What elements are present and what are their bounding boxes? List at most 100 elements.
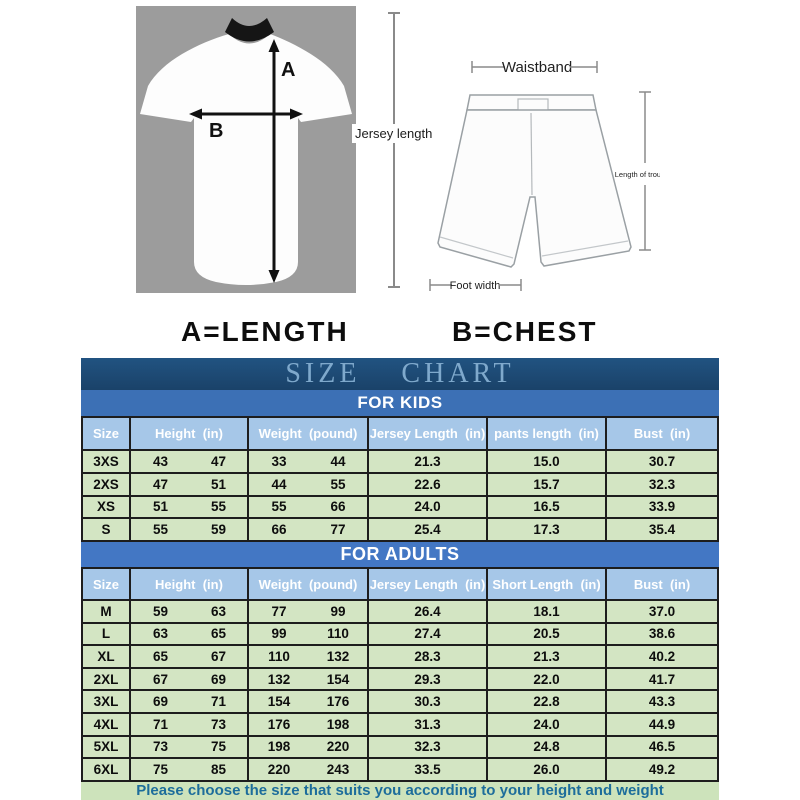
data-cell: 55 xyxy=(131,517,190,540)
size-cell: 2XS xyxy=(83,471,131,495)
size-cell: XS xyxy=(83,494,131,518)
data-cell: 69 xyxy=(190,666,249,690)
size-cell: M xyxy=(83,599,131,622)
footer-note: Please choose the size that suits you ac… xyxy=(136,782,664,800)
data-cell: 25.4 xyxy=(369,517,488,540)
size-cell: 5XL xyxy=(83,734,131,758)
header-cell: Size xyxy=(83,418,131,449)
data-cell: 85 xyxy=(190,757,249,780)
size-chart: SIZE CHART FOR KIDS Size Height (in) Weigh… xyxy=(81,358,719,800)
data-cell: 27.4 xyxy=(369,621,488,645)
data-cell: 31.3 xyxy=(369,711,488,735)
data-cell: 33.9 xyxy=(607,494,717,518)
data-cell: 55 xyxy=(249,494,309,518)
data-cell: 63 xyxy=(131,621,190,645)
data-cell: 71 xyxy=(131,711,190,735)
adults-size-table: Size Height (in) Weight (pound) Jersey Leng… xyxy=(81,567,719,782)
size-cell: XL xyxy=(83,644,131,667)
arrow-b-head-right xyxy=(290,108,303,120)
data-cell: 41.7 xyxy=(607,666,717,690)
data-cell: 15.0 xyxy=(488,449,607,472)
size-cell: S xyxy=(83,517,131,540)
shorts-hem-right xyxy=(541,240,629,257)
arrow-a-head-bottom xyxy=(268,270,280,283)
data-cell: 17.3 xyxy=(488,517,607,540)
header-cell: Short Length (in) xyxy=(488,569,607,599)
header-cell: Jersey Length (in) xyxy=(369,569,488,599)
waistband-label: Waistband xyxy=(502,59,572,76)
data-cell: 33 xyxy=(249,449,309,472)
data-cell: 32.3 xyxy=(607,471,717,495)
legend-b-chest: B=CHEST xyxy=(452,316,598,347)
data-cell: 75 xyxy=(131,757,190,780)
data-cell: 43.3 xyxy=(607,689,717,712)
data-cell: 20.5 xyxy=(488,621,607,645)
jersey-collar-shape xyxy=(225,18,274,42)
kids-size-table: Size Height (in) Weight (pound) Jersey Leng… xyxy=(81,416,719,542)
data-cell: 24.0 xyxy=(369,494,488,518)
arrow-a-label: A xyxy=(281,59,295,81)
header-cell: Bust (in) xyxy=(607,418,717,449)
data-cell: 22.6 xyxy=(369,471,488,495)
data-cell: 47 xyxy=(131,471,190,495)
data-cell: 55 xyxy=(309,471,369,495)
data-cell: 132 xyxy=(309,644,369,667)
data-cell: 28.3 xyxy=(369,644,488,667)
data-cell: 65 xyxy=(131,644,190,667)
data-cell: 75 xyxy=(190,734,249,758)
measurement-figures: A B Jersey length Waistband Length of tr… xyxy=(0,0,800,358)
header-cell: Height (in) xyxy=(131,418,249,449)
data-cell: 29.3 xyxy=(369,666,488,690)
size-cell: 4XL xyxy=(83,711,131,735)
data-cell: 132 xyxy=(249,666,309,690)
data-cell: 30.7 xyxy=(607,449,717,472)
data-cell: 51 xyxy=(131,494,190,518)
footer-note-bar: Please choose the size that suits you ac… xyxy=(81,781,719,800)
data-cell: 154 xyxy=(249,689,309,712)
data-cell: 198 xyxy=(309,711,369,735)
data-cell: 46.5 xyxy=(607,734,717,758)
data-cell: 38.6 xyxy=(607,621,717,645)
header-cell: Weight (pound) xyxy=(249,418,369,449)
data-cell: 32.3 xyxy=(369,734,488,758)
data-cell: 198 xyxy=(249,734,309,758)
data-cell: 21.3 xyxy=(369,449,488,472)
data-cell: 43 xyxy=(131,449,190,472)
header-cell: Jersey Length (in) xyxy=(369,418,488,449)
data-cell: 67 xyxy=(190,644,249,667)
arrow-b-head-left xyxy=(189,108,202,120)
data-cell: 44 xyxy=(249,471,309,495)
legend-a-length: A=LENGTH xyxy=(181,316,349,347)
arrow-a-head-top xyxy=(268,39,280,52)
data-cell: 33.5 xyxy=(369,757,488,780)
data-cell: 77 xyxy=(309,517,369,540)
data-cell: 154 xyxy=(309,666,369,690)
shorts-diagram-icon: Waistband Length of trousers Foot width xyxy=(429,59,660,292)
data-cell: 99 xyxy=(249,621,309,645)
jersey-length-measure-line xyxy=(388,12,400,288)
shorts-legs-shape xyxy=(437,109,632,268)
data-cell: 73 xyxy=(131,734,190,758)
data-cell: 35.4 xyxy=(607,517,717,540)
data-cell: 110 xyxy=(309,621,369,645)
data-cell: 49.2 xyxy=(607,757,717,780)
header-cell: Weight (pound) xyxy=(249,569,369,599)
trousers-length-label: Length of trousers xyxy=(615,170,660,179)
section-bar-for-kids: FOR KIDS xyxy=(81,390,719,416)
size-cell: 3XS xyxy=(83,449,131,472)
shorts-hem-left xyxy=(439,236,514,259)
data-cell: 69 xyxy=(131,689,190,712)
data-cell: 176 xyxy=(249,711,309,735)
data-cell: 24.0 xyxy=(488,711,607,735)
size-chart-title-bar: SIZE CHART xyxy=(81,358,719,390)
data-cell: 24.8 xyxy=(488,734,607,758)
data-cell: 30.3 xyxy=(369,689,488,712)
header-cell: Size xyxy=(83,569,131,599)
data-cell: 220 xyxy=(249,757,309,780)
data-cell: 40.2 xyxy=(607,644,717,667)
data-cell: 26.0 xyxy=(488,757,607,780)
data-cell: 26.4 xyxy=(369,599,488,622)
header-cell: Bust (in) xyxy=(607,569,717,599)
foot-width-label: Foot width xyxy=(450,280,501,292)
data-cell: 22.8 xyxy=(488,689,607,712)
